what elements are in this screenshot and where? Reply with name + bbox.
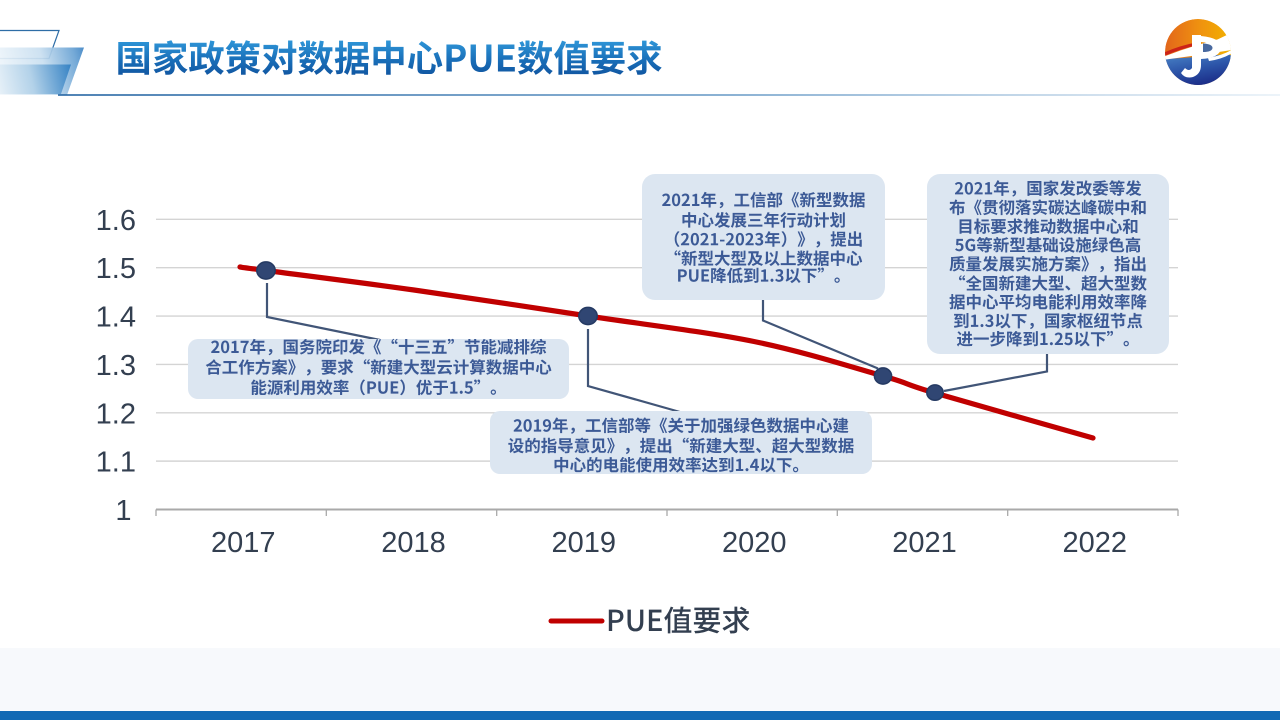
svg-text:2022: 2022 <box>1063 527 1128 559</box>
svg-text:1.4: 1.4 <box>96 302 136 334</box>
svg-text:2019: 2019 <box>552 527 617 559</box>
svg-text:2018: 2018 <box>381 527 446 559</box>
svg-text:1.3: 1.3 <box>96 350 136 382</box>
svg-text:1.2: 1.2 <box>96 398 136 430</box>
svg-text:2020: 2020 <box>722 527 787 559</box>
svg-text:1.1: 1.1 <box>96 447 136 479</box>
svg-text:1.6: 1.6 <box>96 205 136 237</box>
svg-text:1.5: 1.5 <box>96 253 136 285</box>
svg-text:1: 1 <box>115 495 131 527</box>
svg-text:2021: 2021 <box>892 527 957 559</box>
svg-text:2017: 2017 <box>211 527 276 559</box>
